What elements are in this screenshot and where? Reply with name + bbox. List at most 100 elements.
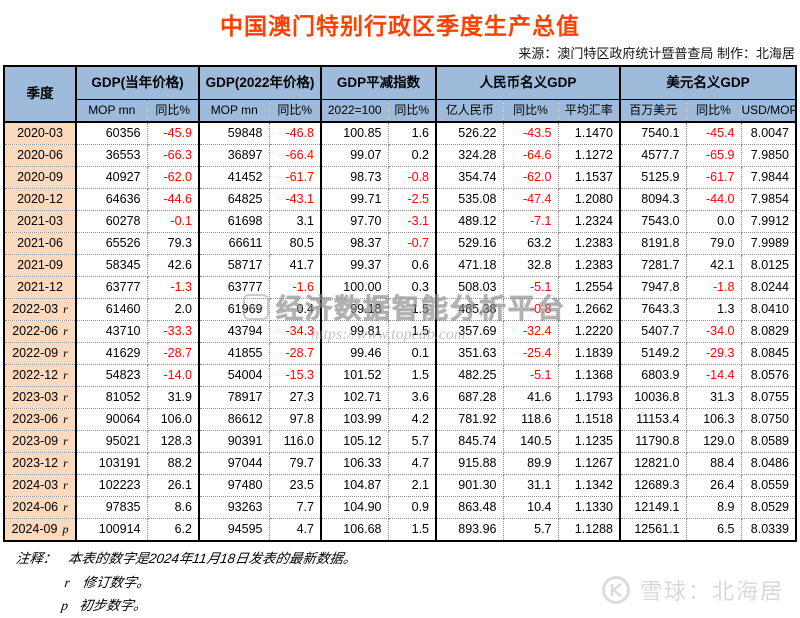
- value-cell: 102.71: [320, 386, 389, 409]
- value-cell: 3.1: [268, 210, 322, 233]
- value-cell: 7.9850: [740, 144, 797, 167]
- page-title: 中国澳门特别行政区季度生产总值: [220, 13, 580, 39]
- value-cell: 2.1: [387, 474, 437, 497]
- value-cell: 79.0: [685, 232, 742, 255]
- table-row: 2021-12 63777 -1.3 63777 -1.6 100.00 0.3 508.03…: [3, 276, 797, 299]
- value-cell: 5.7: [387, 430, 437, 453]
- value-cell: -0.8: [387, 166, 437, 189]
- value-cell: 7.9989: [740, 232, 797, 255]
- value-cell: 98.73: [320, 166, 389, 189]
- value-cell: 12689.3: [619, 474, 687, 497]
- value-cell: 97480: [198, 474, 270, 497]
- quarter-cell: 2020-06: [3, 144, 77, 167]
- value-cell: 1.3: [685, 298, 742, 321]
- value-cell: 7543.0: [619, 210, 687, 233]
- value-cell: 41855: [198, 342, 270, 365]
- value-cell: 10036.8: [619, 386, 687, 409]
- value-cell: 8191.8: [619, 232, 687, 255]
- value-cell: -14.0: [146, 364, 200, 387]
- value-cell: 100.00: [320, 276, 389, 299]
- value-cell: 99.81: [320, 320, 389, 343]
- quarter-cell: 2024-06 r: [3, 496, 77, 519]
- value-cell: 5125.9: [619, 166, 687, 189]
- value-cell: -66.3: [146, 144, 200, 167]
- value-cell: -43.1: [268, 188, 322, 211]
- value-cell: 7.9912: [740, 210, 797, 233]
- value-cell: 90064: [75, 408, 148, 431]
- value-cell: 97.70: [320, 210, 389, 233]
- quarter-label: 2021-09: [17, 257, 63, 272]
- value-cell: 0.4: [268, 298, 322, 321]
- value-cell: 529.16: [435, 232, 504, 255]
- value-cell: 1.1267: [557, 452, 621, 475]
- quarter-cell: 2021-03: [3, 210, 77, 233]
- quarter-label: 2024-09: [11, 521, 58, 536]
- value-cell: -43.5: [502, 121, 559, 145]
- subcolumn-header: 2022=100: [320, 99, 389, 123]
- value-cell: 94595: [198, 518, 270, 542]
- value-cell: 8.0845: [740, 342, 797, 365]
- value-cell: 7643.3: [619, 298, 687, 321]
- value-cell: -1.6: [268, 276, 322, 299]
- table-row: 2023-12 r 103191 88.2 97044 79.7 106.33 4.7 915.…: [3, 452, 797, 475]
- value-cell: -28.7: [146, 342, 200, 365]
- value-cell: -61.7: [268, 166, 322, 189]
- value-cell: 41.7: [268, 254, 322, 277]
- value-cell: 88.4: [685, 452, 742, 475]
- value-cell: 1.1235: [557, 430, 621, 453]
- quarter-label: 2021-03: [17, 213, 63, 228]
- revision-flag: r: [63, 455, 68, 470]
- value-cell: 79.3: [146, 232, 200, 255]
- value-cell: 482.25: [435, 364, 504, 387]
- subcolumn-header: MOP mn: [198, 99, 270, 123]
- value-cell: -2.5: [387, 188, 437, 211]
- value-cell: 7.7: [268, 496, 322, 519]
- value-cell: 1.2554: [557, 276, 621, 299]
- value-cell: 845.74: [435, 430, 504, 453]
- value-cell: 59848: [198, 121, 270, 145]
- footnotes: 注释： 本表的数字是2024年11月18日发表的最新数据。 r 修订数字。 p …: [8, 549, 437, 616]
- value-cell: 781.92: [435, 408, 504, 431]
- subcolumn-header: USD/MOP: [740, 99, 797, 123]
- value-cell: 0.6: [387, 254, 437, 277]
- value-cell: 351.63: [435, 342, 504, 365]
- table-row: 2022-09 r 41629 -28.7 41855 -28.7 99.46 0.1 351.…: [3, 342, 797, 365]
- value-cell: 60278: [75, 210, 148, 233]
- xueqiu-watermark-text: 雪球：北海居: [640, 579, 785, 604]
- subcolumn-header: 同比%: [268, 99, 322, 123]
- value-cell: 31.1: [502, 474, 559, 497]
- quarter-label: 2023-06: [12, 411, 59, 426]
- value-cell: 1.6: [387, 121, 437, 145]
- table-row: 2024-06 r 97835 8.6 93263 7.7 104.90 0.9 863.48 1…: [3, 496, 797, 519]
- value-cell: -14.4: [685, 364, 742, 387]
- value-cell: 129.0: [685, 430, 742, 453]
- value-cell: 863.48: [435, 496, 504, 519]
- value-cell: 8.0244: [740, 276, 797, 299]
- value-cell: 8.0755: [740, 386, 797, 409]
- value-cell: 97.8: [268, 408, 322, 431]
- value-cell: -5.1: [502, 276, 559, 299]
- column-group-header: 美元名义GDP: [619, 65, 797, 100]
- value-cell: 6.2: [146, 518, 200, 542]
- value-cell: 2.0: [146, 298, 200, 321]
- value-cell: 106.0: [146, 408, 200, 431]
- value-cell: 32.8: [502, 254, 559, 277]
- value-cell: 104.87: [320, 474, 389, 497]
- value-cell: 1.2383: [557, 254, 621, 277]
- table-row: 2020-03 60356 -45.9 59848 -46.8 100.85 1.6 526.…: [3, 121, 797, 145]
- value-cell: -5.1: [502, 364, 559, 387]
- value-cell: -34.0: [685, 320, 742, 343]
- value-cell: 7.9844: [740, 166, 797, 189]
- value-cell: -62.0: [502, 166, 559, 189]
- revision-flag: r: [63, 301, 68, 316]
- value-cell: 43710: [75, 320, 148, 343]
- quarter-cell: 2020-12: [3, 188, 77, 211]
- quarter-label: 2020-03: [17, 125, 63, 140]
- quarter-cell: 2024-03 r: [3, 474, 77, 497]
- value-cell: 97044: [198, 452, 270, 475]
- value-cell: 61460: [75, 298, 148, 321]
- value-cell: 1.1518: [557, 408, 621, 431]
- value-cell: 102223: [75, 474, 148, 497]
- subcolumn-header: 亿人民币: [435, 99, 504, 123]
- value-cell: -7.1: [502, 210, 559, 233]
